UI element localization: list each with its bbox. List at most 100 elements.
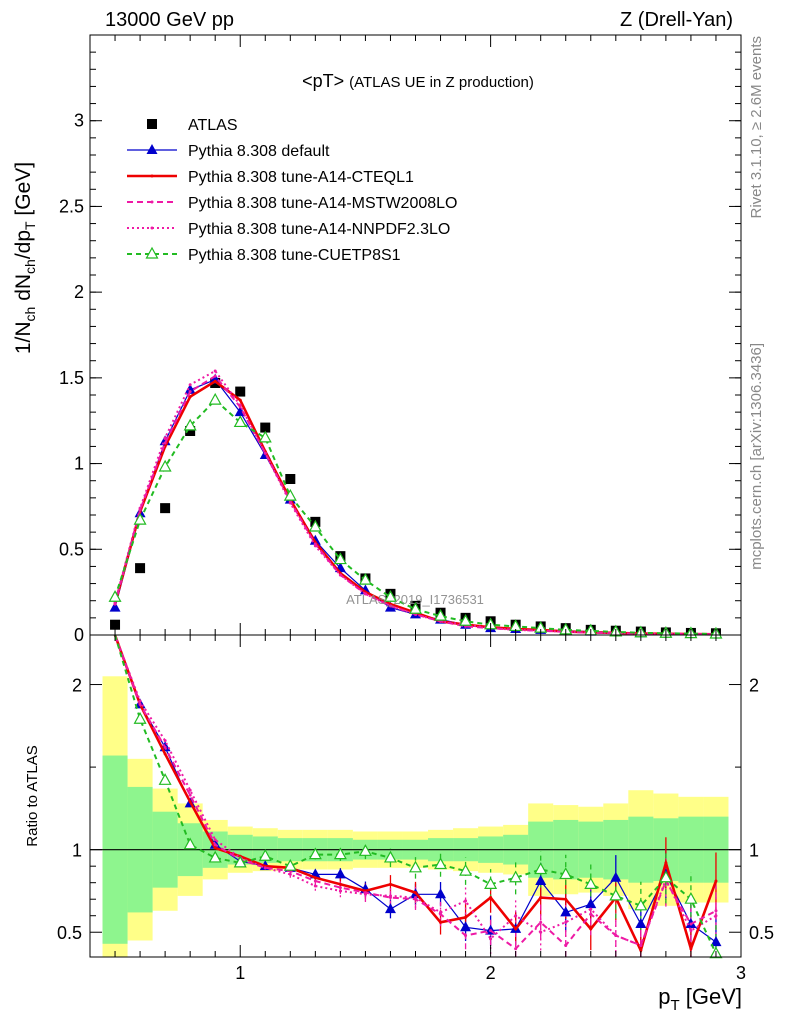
- ratio-series-1: [113, 634, 718, 955]
- ratio-xtick-label: 1: [235, 963, 245, 983]
- main-panel: [108, 369, 723, 639]
- main-point: [238, 403, 242, 407]
- ratio-point: [609, 888, 623, 901]
- ratio-point: [138, 702, 142, 706]
- main-point: [459, 614, 473, 626]
- main-point: [185, 426, 196, 436]
- ratio-point: [459, 863, 473, 876]
- main-point: [408, 602, 423, 614]
- ratio-point: [514, 914, 518, 918]
- ratio-point: [634, 898, 648, 911]
- main-point: [133, 512, 147, 525]
- ratio-point: [233, 855, 247, 868]
- ratio-point: [514, 927, 518, 931]
- main-point: [388, 604, 392, 608]
- legend-label: Pythia 8.308 tune-A14-CTEQL1: [188, 169, 414, 186]
- ratio-point: [414, 896, 417, 900]
- main-ytick-label: 2: [74, 282, 84, 302]
- main-point: [363, 592, 367, 596]
- ratio-point: [714, 914, 718, 918]
- legend-label: Pythia 8.308 tune-CUETP8S1: [188, 247, 401, 264]
- main-point: [233, 415, 247, 428]
- ratio-point: [384, 903, 396, 914]
- main-ytick-label: 3: [74, 111, 84, 131]
- legend-label: Pythia 8.308 tune-A14-NNPDF2.3LO: [188, 221, 450, 238]
- ratio-point: [334, 868, 346, 879]
- legend-item: Pythia 8.308 tune-A14-MSTW2008LO: [127, 195, 457, 212]
- legend-item: ATLAS: [147, 117, 238, 134]
- ratio-axes: 0.5 0.5 1 1 2 2 1 2 3: [57, 635, 774, 983]
- ratio-ylabel: Ratio to ATLAS: [24, 745, 41, 846]
- ratio-point: [163, 739, 167, 743]
- ratio-point: [489, 896, 493, 900]
- main-ytick-label: 1: [74, 454, 84, 474]
- ratio-series-2: [114, 634, 718, 951]
- legend-item: Pythia 8.308 tune-CUETP8S1: [127, 246, 401, 264]
- main-point: [285, 474, 296, 484]
- main-point: [188, 390, 192, 394]
- main-point: [183, 418, 197, 431]
- ratio-ytick-label-right: 2: [749, 676, 759, 696]
- ratio-point: [133, 711, 147, 724]
- ratio-point: [539, 930, 543, 934]
- main-point: [188, 395, 192, 399]
- main-ytick-label: 1.5: [59, 368, 84, 388]
- main-point: [313, 544, 317, 548]
- ratio-point: [188, 788, 192, 792]
- legend-item: Pythia 8.308 tune-A14-NNPDF2.3LO: [127, 221, 450, 238]
- legend-swatch-marker: [145, 246, 159, 259]
- ratio-point: [434, 857, 448, 870]
- main-point: [283, 488, 297, 501]
- main-point: [163, 436, 167, 440]
- mcplots-label: mcplots.cern.ch [arXiv:1306.3436]: [748, 343, 765, 570]
- main-point: [359, 584, 371, 595]
- ratio-point: [539, 920, 543, 924]
- ratio-point: [383, 850, 397, 863]
- main-point: [434, 608, 448, 621]
- ratio-point: [313, 876, 317, 880]
- ratio-point: [213, 843, 217, 847]
- ratio-point: [313, 884, 317, 888]
- main-point: [260, 422, 271, 433]
- header-left: 13000 GeV pp: [105, 9, 234, 31]
- ratio-point: [414, 891, 417, 895]
- watermark: ATLAS_2019_I1736531: [346, 592, 484, 607]
- ratio-point: [213, 846, 217, 850]
- ratio-point: [138, 699, 142, 703]
- main-point: [135, 563, 146, 574]
- ratio-point: [258, 849, 272, 861]
- main-point: [235, 386, 246, 397]
- x-axis-label: pT [GeV]: [658, 984, 742, 1014]
- main-point: [338, 573, 342, 577]
- ratio-point: [589, 912, 593, 916]
- main-point: [160, 503, 171, 514]
- ratio-point: [564, 897, 568, 901]
- ratio-point: [338, 886, 342, 890]
- ratio-ytick-label-right: 0.5: [749, 923, 774, 943]
- ratio-point: [388, 894, 392, 898]
- ratio-point: [333, 847, 347, 860]
- ratio-point: [684, 891, 698, 904]
- main-ytick-label: 0.5: [59, 539, 84, 559]
- ratio-point: [484, 877, 498, 889]
- ratio-xtick-label: 2: [486, 963, 496, 983]
- main-point: [163, 441, 167, 445]
- ratio-point: [338, 889, 342, 893]
- ratio-point: [714, 909, 718, 913]
- ratio-point: [639, 943, 643, 947]
- ratio-point: [639, 948, 643, 952]
- ratio-point: [188, 800, 192, 804]
- ratio-point: [564, 920, 568, 924]
- ratio-point: [659, 870, 673, 883]
- ratio-point: [710, 936, 722, 947]
- ratio-point: [464, 915, 468, 919]
- legend: ATLAS Pythia 8.308 default Pythia 8.308 tu…: [127, 117, 457, 264]
- ratio-point: [539, 896, 543, 900]
- ratio-point: [664, 861, 668, 865]
- main-point: [158, 459, 172, 472]
- ratio-point: [163, 745, 167, 749]
- ratio-point: [489, 937, 493, 941]
- ratio-point: [560, 906, 572, 917]
- legend-label: ATLAS: [188, 117, 238, 134]
